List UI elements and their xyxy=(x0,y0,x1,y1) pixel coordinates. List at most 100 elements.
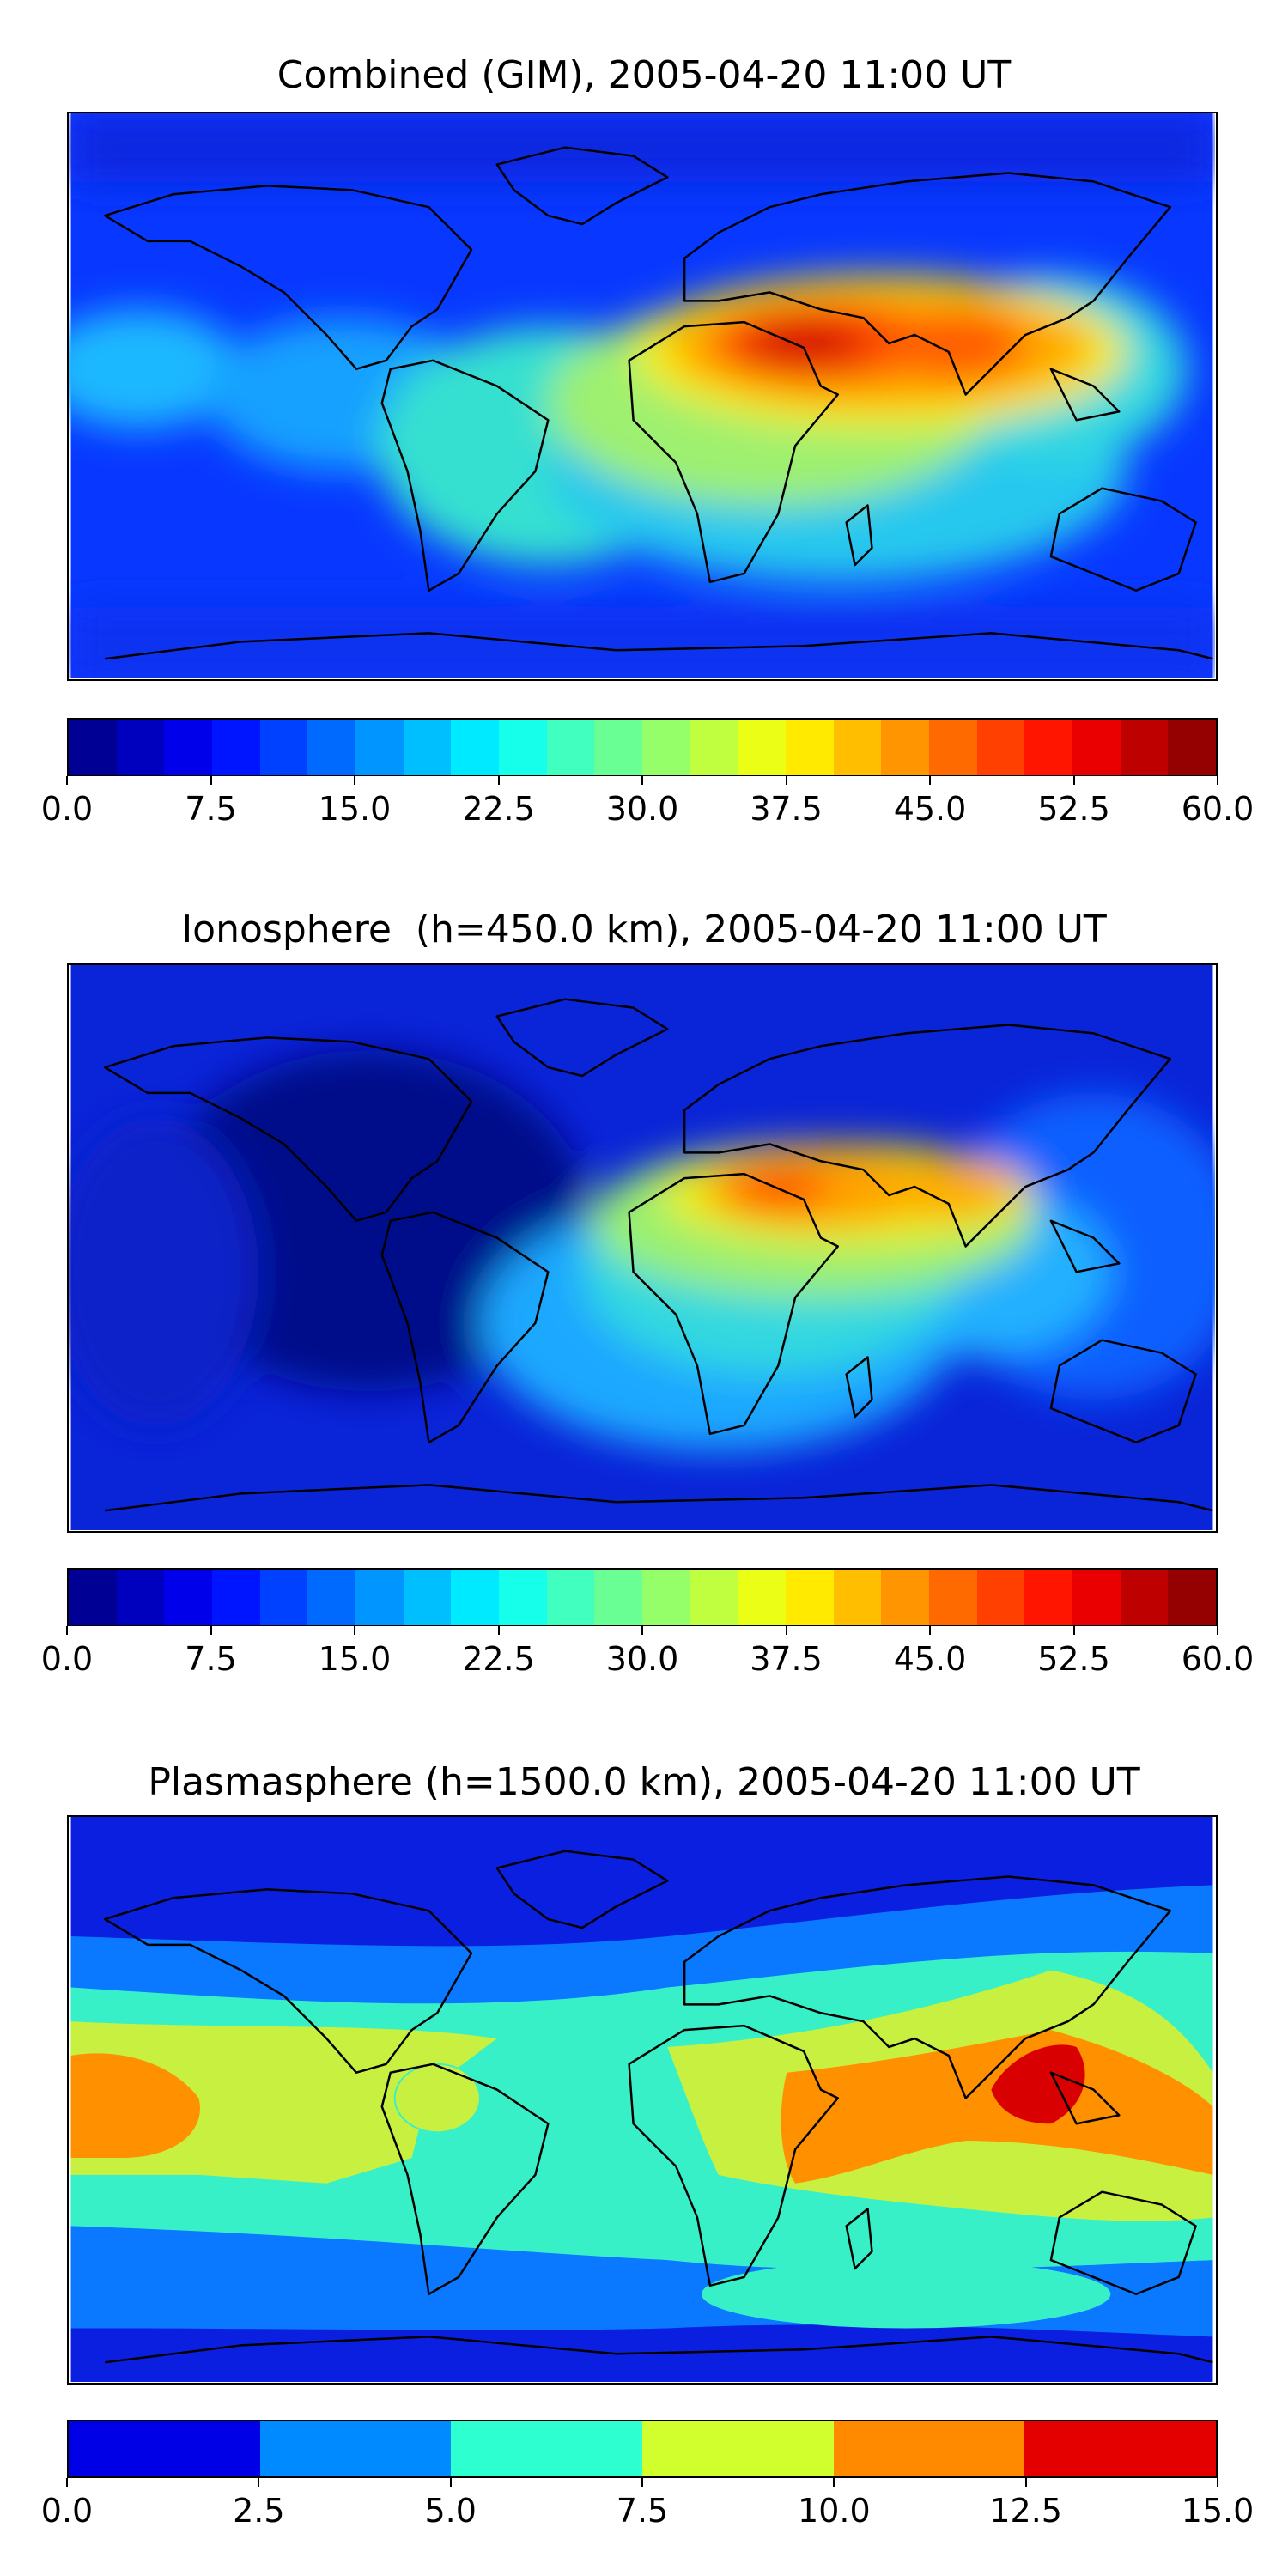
colorbar-segment xyxy=(1168,720,1217,775)
colorbar-tick xyxy=(497,1626,500,1635)
colorbar-combined xyxy=(67,718,1218,776)
colorbar-tick-label: 22.5 xyxy=(462,790,535,828)
colorbar-tick-label: 0.0 xyxy=(40,790,94,828)
colorbar-ionosphere xyxy=(67,1568,1218,1626)
colorbar-segment xyxy=(116,720,165,775)
colorbar-tick-label: 2.5 xyxy=(233,2492,285,2530)
colorbar-ticks-combined: 0.0 7.5 15.0 22.5 30.0 37.5 45.0 52.5 60.0 xyxy=(41,776,1254,828)
colorbar-segment xyxy=(259,1570,308,1625)
colorbar-segment xyxy=(642,1570,690,1625)
colorbar-tick xyxy=(354,776,355,785)
colorbar-tick xyxy=(210,1626,212,1635)
coastlines-plasmasphere xyxy=(104,1850,1213,2364)
colorbar-tick xyxy=(1217,1626,1218,1635)
colorbar-segment xyxy=(976,720,1025,775)
colorbar-segment xyxy=(1072,1570,1121,1625)
colorbar-segment xyxy=(546,1570,595,1625)
colorbar-segment xyxy=(1072,720,1121,775)
colorbar-tick-label: 7.5 xyxy=(185,1640,237,1678)
colorbar-segment xyxy=(69,2421,260,2476)
colorbar-tick xyxy=(641,1626,643,1635)
colorbar-tick-label: 45.0 xyxy=(893,790,967,828)
colorbar-tick xyxy=(1072,1626,1075,1635)
chart-title-ionosphere: Ionosphere (h=450.0 km), 2005-04-20 11:0… xyxy=(181,908,1107,951)
colorbar-segment xyxy=(1024,720,1073,775)
colorbar-tick xyxy=(497,776,500,785)
colorbar-segment xyxy=(307,1570,356,1625)
colorbar-segment xyxy=(212,1570,260,1625)
coastlines-combined xyxy=(104,146,1213,660)
colorbar-tick xyxy=(1024,2478,1027,2487)
colorbar-segment xyxy=(594,1570,643,1625)
colorbar-segment xyxy=(833,720,882,775)
colorbar-segment xyxy=(212,720,260,775)
map-panel-combined xyxy=(67,112,1218,681)
colorbar-segment xyxy=(833,1570,882,1625)
colorbar-segment xyxy=(69,1570,117,1625)
colorbar-tick-label: 5.0 xyxy=(424,2492,477,2530)
colorbar-tick-label: 60.0 xyxy=(1181,790,1255,828)
colorbar-tick xyxy=(641,2478,643,2487)
colorbar-segment xyxy=(738,1570,787,1625)
colorbar-segment xyxy=(786,1570,834,1625)
colorbar-segment xyxy=(1168,1570,1217,1625)
colorbar-tick-label: 52.5 xyxy=(1037,1640,1110,1678)
colorbar-segment xyxy=(929,720,977,775)
colorbar-segment xyxy=(976,1570,1025,1625)
colorbar-tick xyxy=(210,776,212,785)
colorbar-segment xyxy=(690,720,738,775)
colorbar-segment xyxy=(546,720,595,775)
colorbar-tick xyxy=(66,776,68,785)
colorbar-segment xyxy=(929,1570,977,1625)
colorbar-segment xyxy=(499,1570,547,1625)
colorbar-tick-label: 0.0 xyxy=(40,2492,94,2530)
colorbar-segment xyxy=(786,720,834,775)
colorbar-tick-label: 15.0 xyxy=(318,1640,392,1678)
colorbar-tick-label: 7.5 xyxy=(616,2492,669,2530)
chart-title-combined: Combined (GIM), 2005-04-20 11:00 UT xyxy=(276,53,1012,97)
colorbar-tick xyxy=(641,776,643,785)
colorbar-tick xyxy=(1072,776,1075,785)
colorbar-tick xyxy=(66,1626,68,1635)
colorbar-tick-label: 37.5 xyxy=(750,790,823,828)
colorbar-segment xyxy=(1120,1570,1169,1625)
colorbar-segment xyxy=(116,1570,165,1625)
colorbar-segment xyxy=(403,1570,452,1625)
map-svg-plasmasphere xyxy=(70,1817,1213,2382)
colorbar-tick-label: 60.0 xyxy=(1181,1640,1255,1678)
colorbar-segment xyxy=(451,720,500,775)
colorbar-tick-label: 7.5 xyxy=(185,790,237,828)
colorbar-segment xyxy=(259,2421,452,2476)
colorbar-segment xyxy=(642,2421,834,2476)
colorbar-segment xyxy=(1120,720,1169,775)
colorbar-tick-label: 15.0 xyxy=(318,790,392,828)
colorbar-segment xyxy=(1024,2421,1217,2476)
map-svg-ionosphere xyxy=(69,965,1215,1530)
colorbar-segment xyxy=(881,1570,930,1625)
map-panel-ionosphere xyxy=(67,963,1218,1533)
colorbar-tick-label: 15.0 xyxy=(1181,2492,1255,2530)
colorbar-segment xyxy=(1024,1570,1073,1625)
colorbar-tick xyxy=(66,2478,68,2487)
colorbar-tick xyxy=(258,2478,260,2487)
colorbar-tick-label: 30.0 xyxy=(605,790,679,828)
colorbar-tick-label: 12.5 xyxy=(989,2492,1062,2530)
map-panel-plasmasphere xyxy=(67,1815,1218,2385)
colorbar-segment xyxy=(594,720,643,775)
colorbar-tick xyxy=(929,1626,931,1635)
colorbar-tick-label: 0.0 xyxy=(40,1640,94,1678)
colorbar-segment xyxy=(451,1570,500,1625)
chart-title-plasmasphere: Plasmasphere (h=1500.0 km), 2005-04-20 1… xyxy=(148,1760,1140,1804)
colorbar-segment xyxy=(451,2421,643,2476)
colorbar-ticks-plasmasphere: 0.0 2.5 5.0 7.5 10.0 12.5 15.0 xyxy=(41,2478,1254,2530)
colorbar-segment xyxy=(499,720,547,775)
colorbar-tick-label: 10.0 xyxy=(798,2492,871,2530)
colorbar-segment xyxy=(403,720,452,775)
map-svg-combined xyxy=(69,113,1213,678)
colorbar-tick-label: 30.0 xyxy=(605,1640,679,1678)
colorbar-tick-label: 22.5 xyxy=(462,1640,535,1678)
colorbar-tick xyxy=(833,2478,835,2487)
colorbar-tick xyxy=(1217,2478,1218,2487)
colorbar-tick xyxy=(354,1626,355,1635)
colorbar-segment xyxy=(355,1570,404,1625)
